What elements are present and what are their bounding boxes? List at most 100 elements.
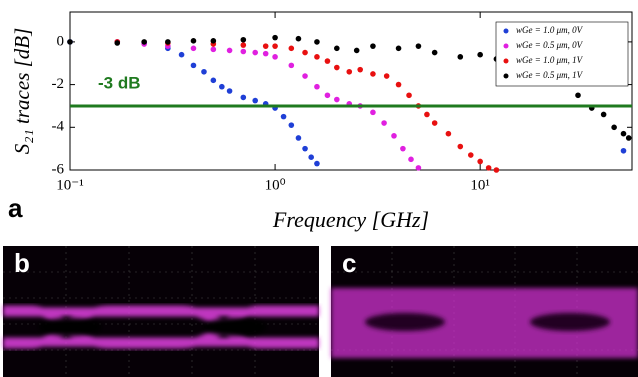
data-point	[296, 36, 302, 42]
data-point	[314, 54, 320, 60]
x-tick-label: 10⁻¹	[56, 177, 83, 193]
data-point	[289, 122, 295, 128]
data-point	[308, 154, 314, 160]
data-point	[334, 45, 340, 51]
figure: b c a Frequency [GHz] S₂₁ traces [dB] 0 -…	[0, 0, 638, 377]
data-point	[302, 73, 308, 79]
data-point	[227, 88, 233, 94]
data-point	[219, 84, 225, 90]
data-point	[334, 65, 340, 71]
data-point	[241, 95, 247, 101]
data-point	[432, 50, 438, 56]
data-point	[263, 51, 269, 57]
data-point	[281, 114, 287, 120]
data-point	[601, 112, 607, 118]
data-point	[486, 165, 492, 171]
data-point	[396, 82, 402, 88]
panel-label: a	[8, 193, 23, 223]
legend-label: wGe = 0.5 μm, 0V	[516, 40, 584, 50]
data-point	[370, 110, 376, 116]
data-point	[211, 38, 217, 44]
data-point	[241, 42, 247, 48]
data-point	[227, 48, 233, 54]
data-point	[314, 161, 320, 167]
data-point	[446, 131, 452, 137]
data-point	[626, 135, 632, 141]
data-point	[396, 45, 402, 51]
data-point	[114, 40, 120, 46]
data-point	[416, 43, 422, 49]
data-point	[325, 92, 331, 98]
data-point	[370, 71, 376, 77]
data-point	[406, 92, 412, 98]
data-point	[381, 120, 387, 126]
data-point	[334, 97, 340, 103]
x-tick-label: 10¹	[470, 177, 490, 193]
data-point	[325, 58, 331, 64]
x-axis-label: Frequency [GHz]	[272, 207, 429, 232]
legend-label: wGe = 1.0 μm, 0V	[516, 25, 584, 35]
data-point	[191, 38, 197, 44]
data-point	[241, 49, 247, 55]
data-point	[391, 133, 397, 139]
data-point	[477, 159, 483, 165]
data-point	[314, 84, 320, 90]
data-point	[611, 124, 617, 130]
data-point	[165, 39, 171, 45]
panel-label: b	[14, 248, 30, 278]
y-tick-label: -4	[52, 119, 65, 135]
data-point	[416, 165, 422, 171]
legend-marker	[504, 74, 509, 79]
data-point	[424, 112, 430, 118]
y-tick-label: -6	[52, 161, 65, 177]
data-point	[211, 47, 217, 53]
legend-marker	[504, 29, 509, 34]
legend-label: wGe = 0.5 μm, 1V	[516, 70, 584, 80]
data-point	[263, 43, 269, 49]
reference-label: -3 dB	[98, 73, 141, 92]
data-point	[432, 120, 438, 126]
data-point	[252, 50, 258, 56]
data-point	[272, 54, 278, 60]
data-point	[314, 39, 320, 45]
data-point	[67, 39, 73, 45]
data-point	[289, 45, 295, 51]
data-point	[468, 152, 474, 158]
data-point	[575, 92, 581, 98]
data-point	[191, 63, 197, 69]
data-point	[252, 98, 258, 104]
x-tick-label: 10⁰	[265, 177, 286, 193]
y-tick-label: -2	[52, 76, 65, 92]
y-tick-label: 0	[57, 33, 65, 49]
data-point	[191, 45, 197, 51]
data-point	[357, 67, 363, 73]
data-point	[211, 78, 217, 84]
legend-marker	[504, 44, 509, 49]
y-axis-label: S₂₁ traces [dB]	[10, 28, 34, 155]
eye-diagram-c	[331, 246, 638, 377]
legend-marker	[504, 59, 509, 64]
data-point	[494, 167, 500, 173]
data-point	[302, 146, 308, 152]
data-point	[621, 148, 627, 154]
data-point	[354, 48, 360, 54]
data-point	[141, 39, 147, 45]
data-point	[296, 135, 302, 141]
data-point	[346, 69, 352, 75]
data-point	[400, 146, 406, 152]
data-point	[457, 54, 463, 60]
data-point	[289, 63, 295, 69]
data-point	[370, 43, 376, 49]
data-point	[241, 37, 247, 43]
data-point	[272, 35, 278, 41]
data-point	[408, 157, 414, 163]
eye-diagram-b	[3, 246, 319, 377]
data-point	[384, 73, 390, 79]
data-point	[621, 131, 627, 137]
legend-label: wGe = 1.0 μm, 1V	[516, 55, 584, 65]
data-point	[302, 50, 308, 56]
panel-label: c	[342, 248, 356, 278]
data-point	[477, 52, 483, 58]
data-point	[201, 69, 207, 75]
data-point	[272, 43, 278, 49]
